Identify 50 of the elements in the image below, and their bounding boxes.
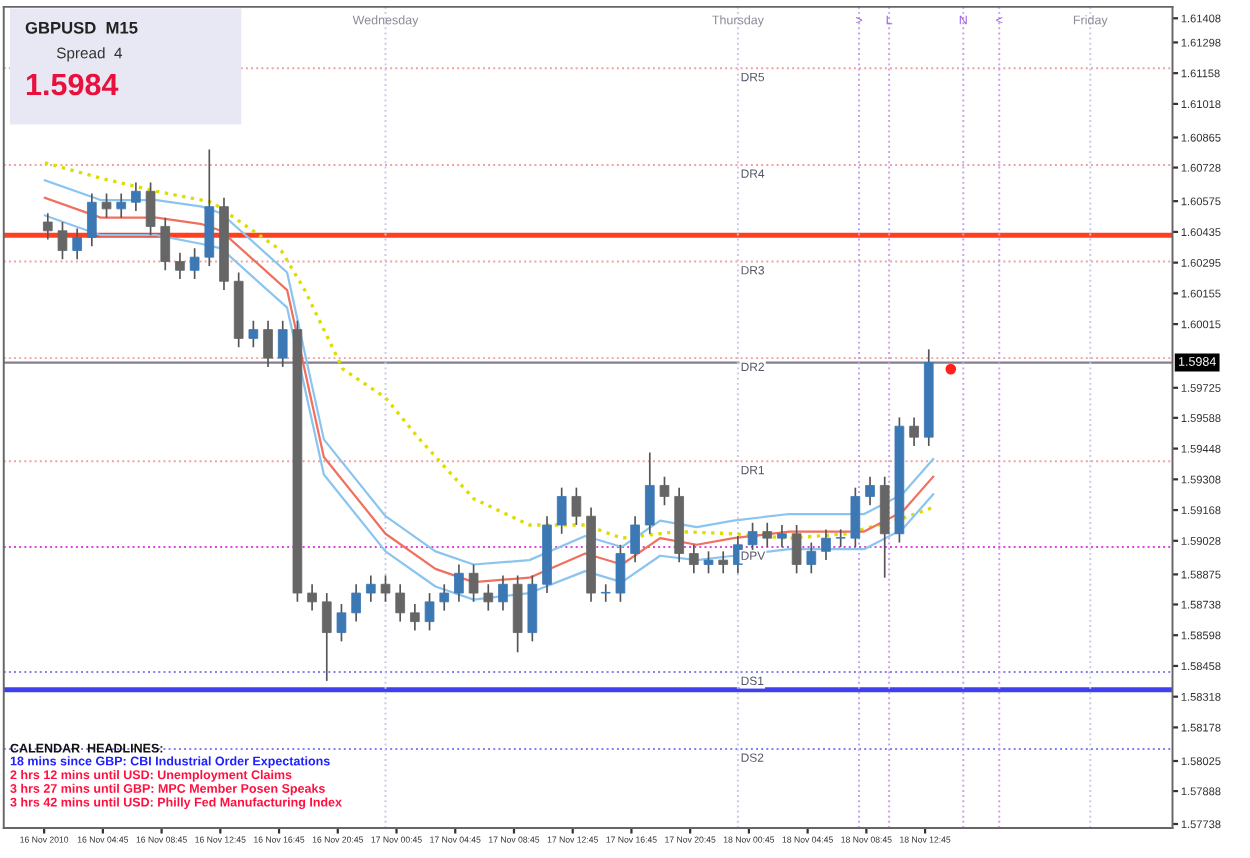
- candlestick: [57, 221, 68, 261]
- candlestick: [410, 603, 420, 632]
- candlestick: [454, 563, 464, 603]
- candlestick: [365, 574, 376, 603]
- candlestick: [336, 603, 347, 643]
- candlestick: [718, 550, 729, 575]
- candlestick: [777, 524, 787, 548]
- candlestick: [277, 319, 288, 368]
- candlestick: [248, 319, 259, 348]
- candlestick: [351, 583, 361, 623]
- candlestick: [307, 583, 317, 612]
- annotation: GBPUSD M15: [25, 21, 138, 34]
- candlestick: [72, 227, 82, 261]
- candlestick: [101, 192, 112, 219]
- candlestick: [806, 541, 817, 575]
- candlestick: [175, 251, 185, 280]
- candlestick: [909, 416, 919, 447]
- candlestick: [644, 451, 655, 535]
- candlestick: [42, 212, 53, 241]
- candlestick: [600, 583, 611, 603]
- candlestick: [131, 181, 141, 212]
- candlestick: [747, 521, 758, 555]
- candlestick: [424, 592, 435, 632]
- candlestick: [835, 528, 846, 548]
- candlestick: [189, 247, 200, 280]
- candlestick: [87, 192, 97, 248]
- candlestick: [160, 216, 171, 272]
- candlestick: [439, 583, 450, 612]
- candlestick: [571, 486, 582, 526]
- candlestick: [116, 192, 127, 219]
- annotation: 1.5984: [26, 73, 119, 96]
- candlestick: [821, 528, 831, 561]
- candlestick: [615, 543, 626, 603]
- candlestick: [630, 515, 640, 564]
- candlestick: [321, 592, 332, 682]
- candlestick: [483, 583, 494, 612]
- candlestick: [263, 319, 273, 368]
- candlestick: [865, 475, 875, 507]
- candlestick: [703, 550, 714, 575]
- candlestick: [762, 521, 773, 548]
- candlestick: [145, 181, 156, 237]
- candlestick: [498, 574, 508, 612]
- candlestick: [689, 543, 699, 575]
- candlestick: [850, 486, 861, 548]
- candlestick: [380, 574, 391, 603]
- candlestick: [791, 524, 802, 575]
- candlestick: [659, 475, 670, 507]
- candlestick: [468, 563, 479, 603]
- candlestick: [556, 486, 567, 535]
- candlestick: [395, 583, 406, 623]
